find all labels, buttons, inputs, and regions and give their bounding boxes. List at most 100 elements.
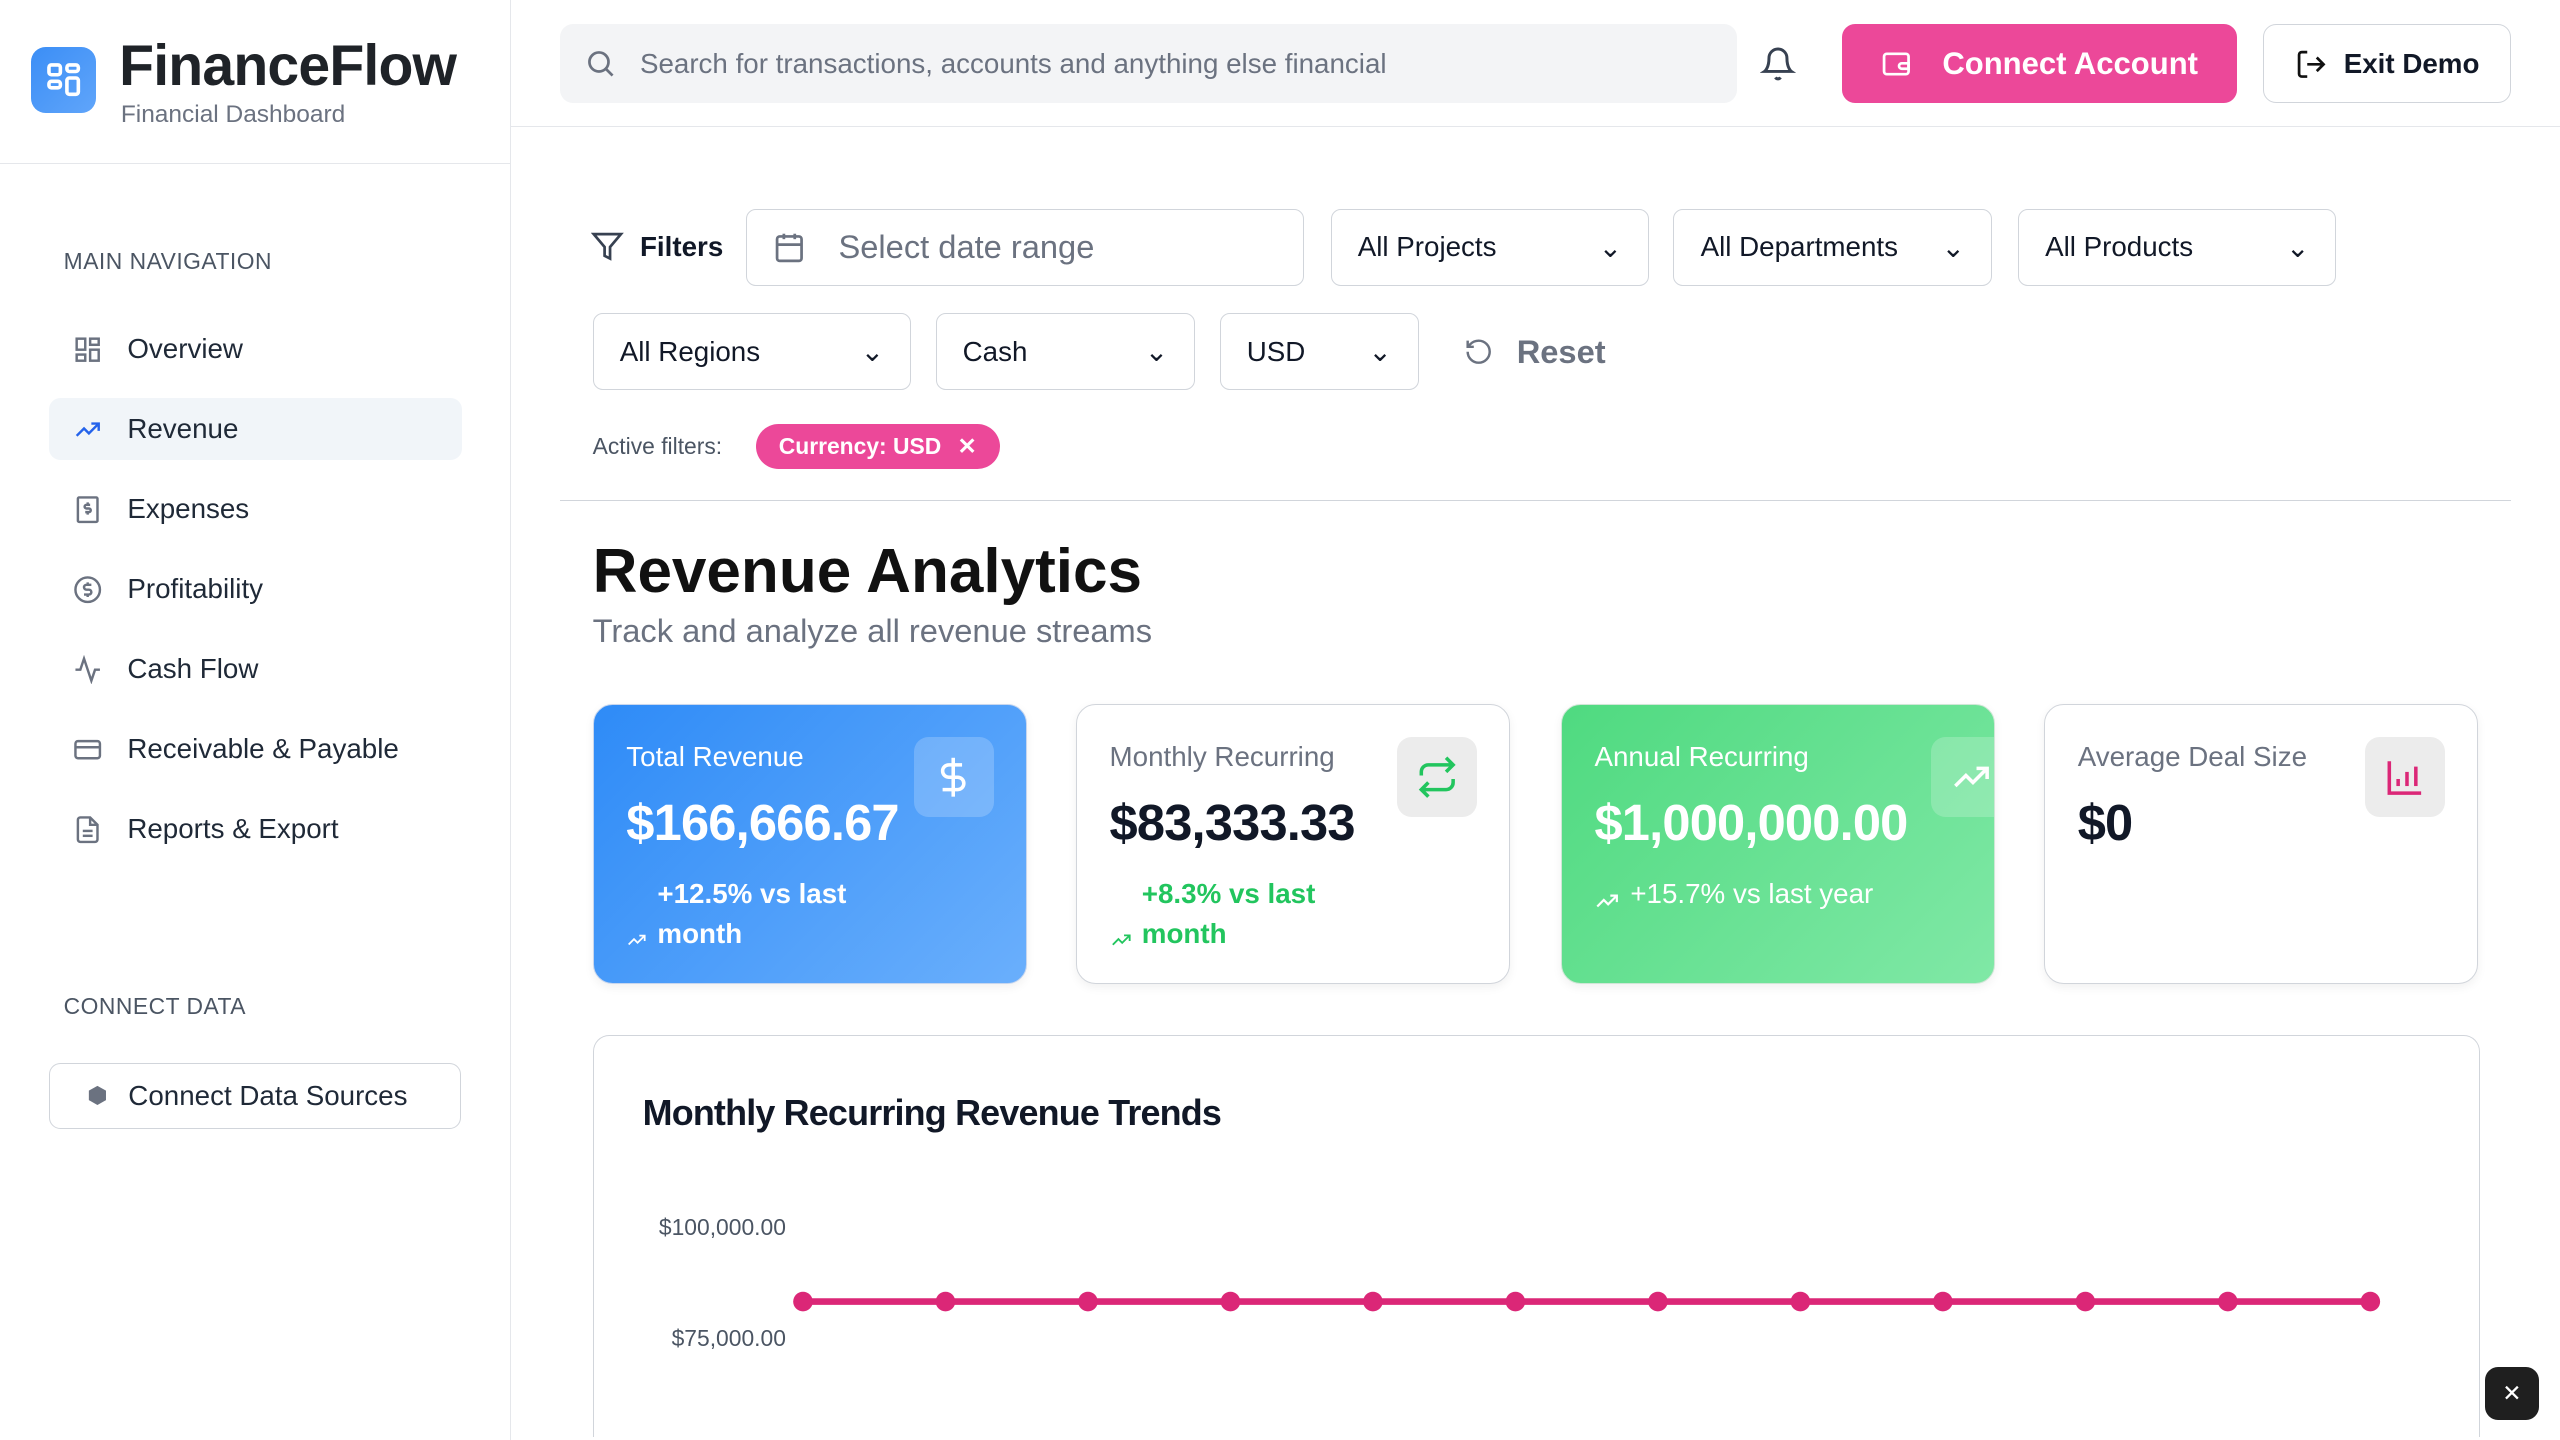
data-point[interactable] (1077, 1291, 1098, 1312)
data-point[interactable] (792, 1291, 813, 1312)
data-point[interactable] (1647, 1291, 1668, 1312)
sidebar-item-revenue[interactable]: Revenue (48, 398, 463, 461)
cube-icon (88, 1086, 106, 1106)
date-range-placeholder: Select date range (838, 228, 1095, 266)
regions-value: All Regions (619, 335, 761, 367)
products-select[interactable]: All Products ⌄ (2017, 208, 2337, 286)
chart-title: Monthly Recurring Revenue Trends (642, 1091, 1222, 1133)
accounting-basis-select[interactable]: Cash ⌄ (935, 313, 1196, 391)
sidebar: FinanceFlow Financial Dashboard MAIN NAV… (0, 0, 512, 1440)
activity-icon (75, 654, 101, 685)
card-change: +12.5% vs last month (657, 878, 847, 949)
sidebar-item-label: Expenses (127, 493, 250, 525)
card-label: Annual Recurring (1594, 740, 1809, 772)
close-icon: ✕ (2502, 1379, 2522, 1406)
y-tick-label: $75,000.00 (671, 1325, 786, 1352)
departments-select[interactable]: All Departments ⌄ (1673, 208, 1992, 286)
repeat-icon (1396, 737, 1477, 818)
sidebar-item-label: Profitability (127, 573, 264, 605)
chevron-down-icon: ⌄ (860, 336, 884, 368)
remove-filter-x-icon[interactable]: ✕ (957, 433, 977, 460)
chevron-down-icon: ⌄ (2285, 231, 2310, 263)
sidebar-item-receivable-payable[interactable]: Receivable & Payable (49, 718, 462, 780)
card-value: $83,333.33 (1109, 793, 1356, 851)
connect-data-sources-button[interactable]: Connect Data Sources (48, 1062, 461, 1129)
card-change: +8.3% vs last month (1141, 878, 1316, 949)
departments-value: All Departments (1700, 231, 1898, 263)
monthly-recurring-card: Monthly Recurring $83,333.33 +8.3% vs la… (1075, 703, 1511, 985)
dollar-icon (913, 737, 994, 818)
log-out-icon (2297, 50, 2326, 78)
regions-select[interactable]: All Regions ⌄ (592, 313, 911, 391)
projects-select[interactable]: All Projects ⌄ (1330, 208, 1649, 286)
data-point[interactable] (1932, 1291, 1953, 1312)
card-value: $1,000,000.00 (1594, 793, 1908, 851)
connect-data-sources-label: Connect Data Sources (128, 1079, 408, 1111)
chevron-down-icon: ⌄ (1144, 336, 1168, 368)
active-filter-chip: Currency: USD ✕ (755, 424, 1000, 469)
chip-label: Currency: USD (778, 433, 942, 460)
bar-chart-icon (2365, 737, 2446, 818)
sidebar-item-cash-flow[interactable]: Cash Flow (49, 638, 462, 700)
filters-divider (559, 499, 2511, 502)
data-point[interactable] (1220, 1291, 1240, 1312)
date-range-picker[interactable]: Select date range (746, 208, 1305, 286)
data-point[interactable] (2075, 1291, 2095, 1312)
mrr-trend-chart-card: Monthly Recurring Revenue Trends $100,00… (592, 1035, 2480, 1437)
basis-value: Cash (962, 335, 1028, 367)
projects-value: All Projects (1357, 231, 1497, 263)
sidebar-item-expenses[interactable]: Expenses (49, 478, 462, 540)
section-main-navigation: MAIN NAVIGATION (63, 248, 272, 275)
section-connect-data: CONNECT DATA (63, 992, 246, 1019)
search-input[interactable] (636, 46, 1689, 82)
active-filters-label: Active filters: (592, 432, 723, 459)
trending-up-icon (76, 422, 101, 437)
bell-icon[interactable] (1759, 46, 1797, 89)
annual-recurring-card: Annual Recurring $1,000,000.00 +15.7% vs… (1560, 703, 1996, 985)
receipt-icon (77, 495, 100, 523)
search-icon (588, 51, 614, 77)
connect-account-button[interactable]: Connect Account (1841, 24, 2237, 103)
close-button[interactable]: ✕ (2484, 1366, 2539, 1421)
card-label: Total Revenue (626, 740, 804, 772)
chevron-down-icon: ⌄ (1368, 336, 1392, 368)
filters-text: Filters (639, 230, 724, 262)
data-point[interactable] (935, 1291, 955, 1312)
card-label: Average Deal Size (2077, 740, 2308, 772)
card-value: $0 (2077, 793, 2134, 851)
exit-demo-button[interactable]: Exit Demo (2262, 24, 2512, 104)
trending-up-icon (1596, 894, 1619, 907)
currency-select[interactable]: USD ⌄ (1219, 313, 1419, 391)
search-bar[interactable] (559, 24, 1738, 103)
card-change: +15.7% vs last year (1630, 878, 1874, 910)
sidebar-item-label: Receivable & Payable (127, 733, 399, 765)
sidebar-item-profitability[interactable]: Profitability (49, 558, 462, 620)
brand-subtitle: Financial Dashboard (120, 101, 346, 129)
sidebar-item-label: Revenue (127, 413, 239, 445)
trending-up-icon (628, 934, 646, 945)
sidebar-item-label: Overview (127, 333, 243, 365)
file-icon (77, 815, 100, 843)
sidebar-item-reports-export[interactable]: Reports & Export (49, 798, 462, 860)
header-divider (511, 125, 2560, 128)
data-point[interactable] (1362, 1291, 1383, 1312)
chevron-down-icon: ⌄ (1598, 231, 1622, 263)
logo-block: FinanceFlow Financial Dashboard (0, 0, 512, 165)
data-point[interactable] (1790, 1291, 1810, 1312)
data-point[interactable] (1505, 1291, 1525, 1312)
reset-button[interactable]: Reset (1464, 333, 1606, 371)
exit-demo-label: Exit Demo (2343, 47, 2480, 79)
card-label: Monthly Recurring (1109, 740, 1335, 772)
page-title: Revenue Analytics (592, 536, 1142, 606)
line-chart (792, 1291, 2380, 1312)
reset-label: Reset (1516, 333, 1606, 371)
data-point[interactable] (2217, 1291, 2238, 1312)
page-subtitle: Track and analyze all revenue streams (592, 612, 1153, 650)
filter-icon (591, 232, 624, 261)
data-point[interactable] (2360, 1291, 2380, 1312)
products-value: All Products (2045, 231, 2194, 263)
card-value: $166,666.67 (626, 793, 899, 851)
dollar-circle-icon (74, 575, 102, 603)
sidebar-item-overview[interactable]: Overview (49, 318, 462, 380)
wallet-icon (1883, 52, 1911, 76)
